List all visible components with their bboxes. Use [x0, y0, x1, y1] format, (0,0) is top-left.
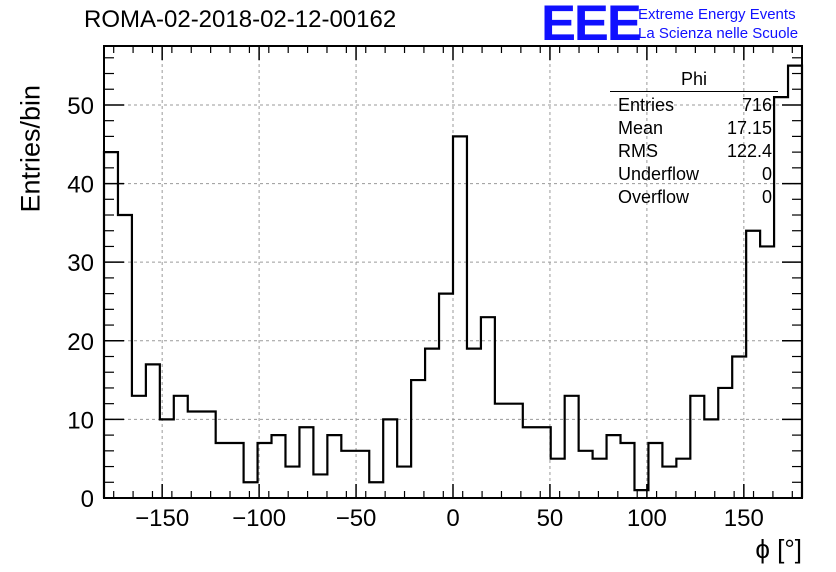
histogram-bin [244, 482, 258, 498]
stats-value: 0 [761, 187, 772, 207]
histogram-bin [565, 396, 579, 498]
histogram-bin [439, 294, 453, 498]
histogram-bin [509, 404, 523, 498]
histogram-bin [621, 443, 635, 498]
logo-line-2: La Scienza nelle Scuole [638, 25, 799, 42]
x-tick-label: −50 [336, 505, 377, 532]
tick-marks [104, 46, 802, 499]
histogram-bin [202, 412, 216, 498]
stats-value: 716 [741, 95, 772, 115]
y-tick-label: 10 [67, 407, 94, 434]
stats-label: Underflow [618, 164, 700, 184]
x-tick-label: 50 [537, 505, 564, 532]
histogram-bars [102, 64, 804, 498]
histogram-bin [662, 467, 676, 498]
y-tick-label: 40 [67, 172, 94, 199]
tick-labels: −150 −100 −50 0 50 100 150 0 10 20 30 40 50 [67, 93, 764, 532]
histogram-bin [146, 364, 160, 498]
histogram-bin [551, 459, 565, 498]
stats-row: Underflow 0 [610, 163, 778, 186]
stats-box: Phi Entries 716 Mean 17.15 RMS 122.4 Und… [610, 68, 778, 209]
histogram-bin [174, 396, 188, 498]
histogram-bin [788, 66, 802, 498]
histogram-bin [648, 443, 662, 498]
histogram-bin [760, 246, 774, 498]
y-axis-label: Entries/bin [15, 84, 46, 213]
x-tick-label: 100 [627, 505, 667, 532]
x-tick-label: −150 [135, 505, 189, 532]
histogram-outline [102, 64, 804, 498]
y-tick-label: 20 [67, 329, 94, 356]
histogram-bin [118, 215, 132, 498]
stats-row: RMS 122.4 [610, 140, 778, 163]
x-tick-label: −100 [232, 505, 286, 532]
histogram-bin [285, 467, 299, 498]
histogram-bin [453, 136, 467, 498]
histogram-bin [355, 451, 369, 498]
histogram-bin [607, 435, 621, 498]
histogram-bin [495, 404, 509, 498]
stats-value: 0 [761, 164, 772, 184]
logo-caption: Extreme Energy Events La Scienza nelle S… [638, 5, 798, 43]
histogram-bin [369, 482, 383, 498]
y-tick-label: 50 [67, 93, 94, 120]
x-axis-label: ϕ [°] [755, 534, 802, 564]
stats-label: RMS [618, 141, 658, 161]
histogram-bin [467, 349, 481, 498]
histogram-bin [676, 459, 690, 498]
logo-line-1: Extreme Energy Events [638, 6, 796, 23]
histogram-bin [383, 419, 397, 498]
histogram-bin [313, 474, 327, 498]
histogram-bin [272, 435, 286, 498]
histogram-bin [341, 451, 355, 498]
histogram-bin [411, 380, 425, 498]
eee-logo: EEE [541, 0, 642, 51]
histogram-bin [425, 349, 439, 498]
histogram-bin [188, 412, 202, 498]
histogram-bin [523, 427, 537, 498]
histogram-bin [327, 435, 341, 498]
histogram-bin [593, 459, 607, 498]
histogram-bin [718, 388, 732, 498]
histogram-bin [481, 317, 495, 498]
chart-title: ROMA-02-2018-02-12-00162 [84, 6, 397, 33]
stats-value: 122.4 [726, 141, 772, 161]
stats-label: Mean [618, 118, 664, 138]
histogram-bin [216, 443, 230, 498]
stats-label: Overflow [618, 187, 690, 207]
x-tick-label: 150 [724, 505, 764, 532]
stats-label: Entries [618, 95, 675, 115]
histogram-bin [537, 427, 551, 498]
histogram-bin [230, 443, 244, 498]
stats-header: Phi [610, 68, 778, 92]
stats-row: Mean 17.15 [610, 117, 778, 140]
histogram-bin [579, 451, 593, 498]
histogram-bin [132, 396, 146, 498]
x-tick-label: 0 [446, 505, 459, 532]
stats-row: Overflow 0 [610, 186, 778, 209]
histogram-bin [746, 231, 760, 498]
histogram-bin [704, 419, 718, 498]
stats-row: Entries 716 [610, 94, 778, 117]
y-tick-label: 30 [67, 250, 94, 277]
stats-value: 17.15 [726, 118, 772, 138]
histogram-bin [690, 396, 704, 498]
y-axis-label-container: Entries/bin [6, 85, 46, 213]
histogram-bin [299, 427, 313, 498]
y-tick-label: 0 [81, 486, 94, 513]
